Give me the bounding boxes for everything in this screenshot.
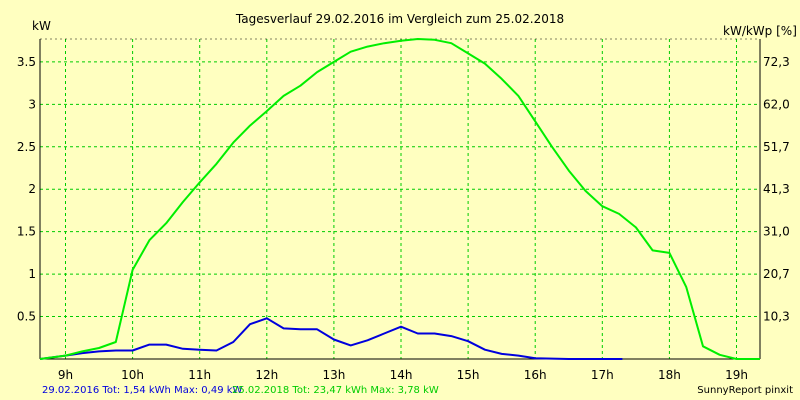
plot-area: 9h 10h 11h 12h 13h 14h 15h 16h 17h 18h 19h 0.5 10,3 1…: [17, 38, 790, 382]
y-tick-label-right: 31,0: [763, 225, 790, 239]
x-tick-label: 11h: [188, 368, 211, 382]
x-tick-label: 9h: [58, 368, 73, 382]
series-line-2: [39, 38, 760, 360]
y-tick-label-right: 20,7: [763, 267, 790, 281]
x-tick-label: 17h: [591, 368, 614, 382]
x-tick-label: 13h: [322, 368, 345, 382]
y-tick-label-right: 72,3: [763, 55, 790, 69]
y-axis-label-left: kW: [32, 19, 51, 33]
y-tick-label-left: 3.5: [17, 55, 36, 69]
x-tick-label: 12h: [255, 368, 278, 382]
y-tick-label-left: 2: [28, 182, 36, 196]
legend-series-1: 29.02.2016 Tot: 1,54 kWh Max: 0,49 kW: [42, 385, 243, 396]
x-tick-label: 18h: [658, 368, 681, 382]
y-tick-label-right: 41,3: [763, 182, 790, 196]
x-tick-label: 16h: [524, 368, 547, 382]
brand-label: SunnyReport pinxit: [697, 385, 793, 396]
chart-title: Tagesverlauf 29.02.2016 im Vergleich zum…: [235, 12, 564, 26]
y-tick-label-right: 62,0: [763, 97, 790, 111]
y-tick-label-right: 10,3: [763, 310, 790, 324]
y-axis-label-right: kW/kWp [%]: [723, 24, 797, 38]
y-tick-label-left: 1.5: [17, 225, 36, 239]
x-tick-label: 15h: [457, 368, 480, 382]
y-tick-label-right: 51,7: [763, 140, 790, 154]
series-line-1: [39, 317, 623, 360]
x-tick-label: 14h: [390, 368, 413, 382]
y-tick-label-left: 2.5: [17, 140, 36, 154]
x-tick-label: 10h: [121, 368, 144, 382]
y-tick-label-left: 3: [28, 97, 36, 111]
y-tick-label-left: 0.5: [17, 310, 36, 324]
y-tick-label-left: 1: [28, 267, 36, 281]
legend-series-2: 25.02.2018 Tot: 23,47 kWh Max: 3,78 kW: [232, 385, 439, 396]
x-tick-label: 19h: [725, 368, 748, 382]
